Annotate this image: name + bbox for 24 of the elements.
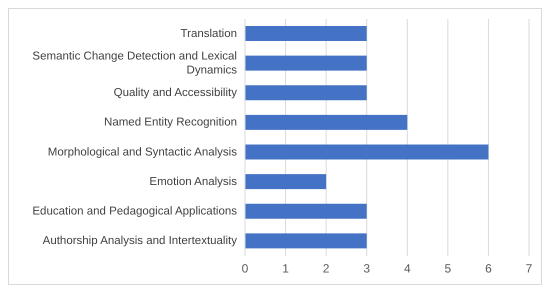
y-tick-label: Semantic Change Detection and Lexical Dynamics [32,50,238,76]
x-tick-label: 6 [485,262,492,276]
x-tick-label: 4 [404,262,411,276]
bar [245,85,367,100]
y-tick-label: Morphological and Syntactic Analysis [48,146,238,158]
bar [245,204,367,219]
y-tick-label: Translation [180,28,237,40]
bar [245,144,488,160]
x-tick-label: 0 [242,262,249,276]
y-tick-label: Named Entity Recognition [104,116,237,129]
bar [245,233,367,248]
y-tick-label: Quality and Accessibility [114,87,238,100]
x-tick-label: 1 [282,262,290,276]
y-tick-label: Emotion Analysis [149,176,238,188]
bar [245,56,367,71]
bar [245,26,367,41]
y-tick-label: Authorship Analysis and Intertextuality [42,235,238,248]
x-tick-label: 7 [526,262,533,276]
bar [245,174,326,190]
x-tick-label: 2 [322,262,330,276]
x-tick-label: 5 [444,262,452,276]
bar [245,114,408,130]
y-tick-label: Education and Pedagogical Applications [32,206,238,218]
x-tick-label: 3 [363,262,370,276]
